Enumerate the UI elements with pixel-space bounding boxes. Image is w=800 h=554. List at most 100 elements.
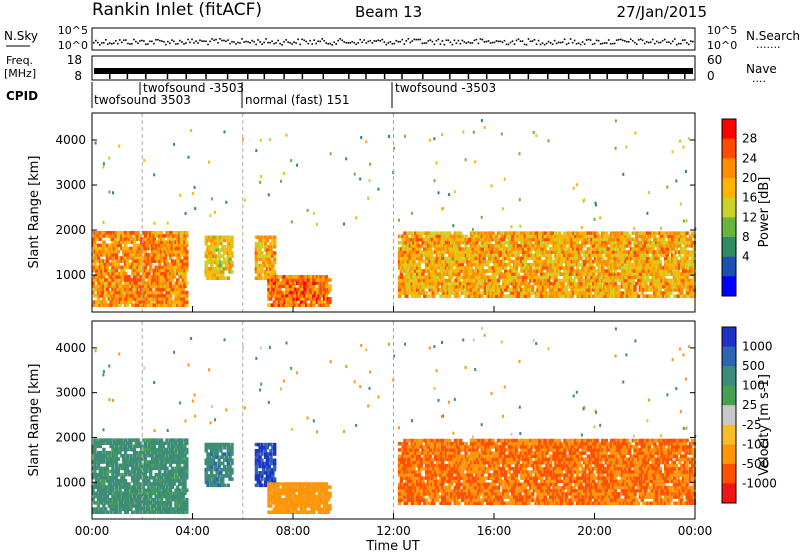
power-cell	[595, 247, 599, 251]
power-cell	[426, 244, 431, 248]
power-cell	[554, 285, 558, 289]
power-cell	[662, 294, 666, 298]
power-cell	[459, 281, 463, 286]
power-colorbar-label: Power [dB]	[757, 177, 772, 248]
power-cell	[136, 234, 140, 238]
power-cell	[654, 272, 659, 276]
power-cell	[321, 278, 325, 282]
sky-sample	[489, 42, 492, 44]
power-cell	[554, 256, 558, 261]
power-cell	[158, 262, 162, 267]
power-cell	[541, 237, 546, 242]
power-cell	[226, 254, 230, 258]
power-cell	[104, 281, 108, 285]
power-cell	[566, 256, 571, 261]
power-cell	[692, 234, 696, 239]
power-cell	[464, 240, 468, 245]
power-cell	[263, 235, 268, 240]
velocity-cell	[105, 501, 110, 505]
power-cell	[156, 271, 160, 276]
power-cell	[156, 290, 160, 295]
power-cell	[469, 262, 474, 267]
power-cell	[191, 191, 194, 195]
sky-sample	[179, 39, 181, 42]
power-cell	[489, 294, 493, 298]
power-cell	[638, 266, 643, 270]
power-cell	[502, 247, 506, 251]
power-cell	[143, 268, 147, 273]
power-cell	[446, 288, 450, 292]
power-cell	[226, 260, 230, 265]
power-cell	[437, 259, 441, 264]
power-cell	[399, 275, 404, 280]
power-cell	[568, 294, 572, 298]
power-cell	[129, 281, 133, 285]
power-cell	[122, 275, 126, 279]
power-cell	[599, 285, 603, 289]
power-cell	[269, 254, 273, 258]
power-cell	[283, 300, 287, 304]
power-cell	[525, 256, 529, 261]
power-cell	[626, 291, 630, 295]
power-cell	[516, 234, 520, 239]
power-cell	[536, 250, 540, 254]
power-cell	[299, 278, 303, 282]
power-cell	[161, 259, 166, 263]
power-cell	[665, 281, 669, 286]
velocity-cell	[100, 510, 104, 514]
power-cell	[285, 300, 289, 304]
power-cell	[230, 260, 234, 265]
power-cell	[273, 238, 277, 243]
power-cell	[563, 278, 567, 283]
power-cell	[107, 249, 111, 254]
power-cell	[228, 241, 232, 246]
power-cell	[579, 231, 583, 235]
power-cell	[127, 294, 131, 298]
power-cell	[113, 303, 117, 307]
power-cell	[685, 278, 689, 283]
power-cell	[163, 262, 167, 267]
power-cell	[419, 231, 423, 235]
power-cell	[477, 285, 481, 289]
power-cell	[152, 275, 156, 279]
power-cell	[107, 278, 111, 282]
power-cell	[689, 278, 693, 283]
power-cell	[228, 260, 232, 265]
power-cell	[685, 266, 689, 270]
power-cell	[111, 281, 115, 285]
velocity-cell	[129, 504, 133, 508]
power-cell	[547, 256, 551, 261]
power-cell	[625, 145, 628, 149]
power-cell	[617, 234, 621, 239]
velocity-cell	[96, 497, 101, 502]
power-cell	[134, 303, 138, 307]
power-cell	[690, 288, 695, 292]
power-cell	[680, 278, 684, 283]
power-cell	[93, 265, 97, 270]
power-cell	[651, 244, 655, 248]
power-cell	[159, 249, 164, 254]
power-cell	[597, 234, 601, 239]
power-cell	[552, 262, 556, 267]
power-cell	[627, 237, 632, 242]
power-cell	[601, 294, 605, 298]
power-cell	[672, 259, 677, 264]
power-cell	[644, 231, 648, 235]
power-cell	[120, 290, 124, 295]
power-cell	[450, 237, 454, 242]
power-cell	[369, 162, 372, 166]
power-cell	[493, 288, 497, 292]
power-cell	[462, 259, 466, 264]
velocity-cell	[102, 438, 106, 442]
power-cell	[629, 291, 634, 295]
power-cell	[410, 266, 414, 270]
power-cell	[649, 269, 653, 273]
power-cell	[474, 160, 477, 164]
power-cell	[388, 134, 390, 138]
power-cell	[319, 275, 323, 279]
power-cell	[435, 291, 440, 295]
power-cell	[579, 256, 583, 261]
velocity-cell	[132, 488, 137, 492]
power-cell	[660, 226, 663, 230]
power-cell	[185, 243, 189, 248]
